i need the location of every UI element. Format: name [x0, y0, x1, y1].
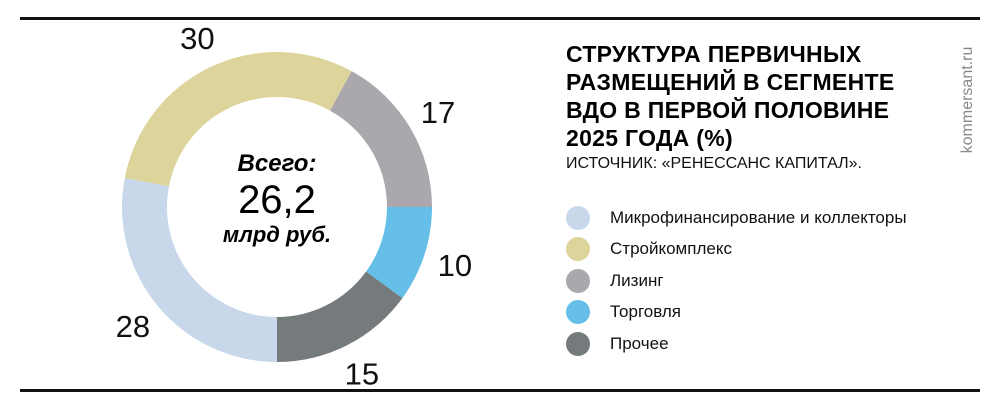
donut-slice [365, 207, 432, 299]
legend-item: Стройкомплекс [566, 234, 907, 266]
legend-label: Стройкомплекс [610, 239, 732, 259]
legend: Микрофинансирование и коллекторы Стройко… [566, 202, 907, 360]
legend-label: Микрофинансирование и коллекторы [610, 207, 907, 227]
legend-item: Лизинг [566, 265, 907, 297]
top-rule [20, 17, 980, 20]
data-label: 28 [116, 309, 150, 344]
data-label: 30 [180, 21, 214, 56]
total-value: 26,2 [238, 178, 316, 222]
donut-slice [277, 271, 403, 362]
legend-swatch [566, 331, 590, 356]
legend-swatch [566, 237, 590, 262]
total-unit: млрд руб. [222, 222, 332, 247]
legend-label: Лизинг [610, 270, 664, 290]
legend-swatch [566, 268, 590, 293]
legend-item: Торговля [566, 297, 907, 329]
donut-slice [122, 177, 277, 362]
chart-title: СТРУКТУРА ПЕРВИЧНЫХ РАЗМЕЩЕНИЙ В СЕГМЕНТ… [566, 41, 895, 151]
donut-chart: 28 30 17 10 15 [116, 21, 472, 392]
legend-swatch [566, 300, 590, 325]
source-note: ИСТОЧНИК: «РЕНЕССАНС КАПИТАЛ». [566, 155, 862, 172]
legend-label: Торговля [610, 302, 682, 322]
data-label: 17 [421, 95, 455, 130]
watermark: kommersant.ru [959, 46, 976, 154]
legend-label: Прочее [610, 333, 669, 353]
donut-center: Всего: 26,2 млрд руб. [177, 150, 377, 248]
total-label: Всего: [237, 150, 317, 177]
donut-slice [329, 71, 432, 208]
data-label: 10 [438, 248, 472, 283]
legend-item: Микрофинансирование и коллекторы [566, 202, 907, 234]
legend-swatch [566, 205, 590, 230]
data-label: 15 [345, 357, 379, 392]
donut-slice [124, 51, 352, 187]
legend-item: Прочее [566, 328, 907, 360]
bottom-rule [20, 389, 980, 392]
